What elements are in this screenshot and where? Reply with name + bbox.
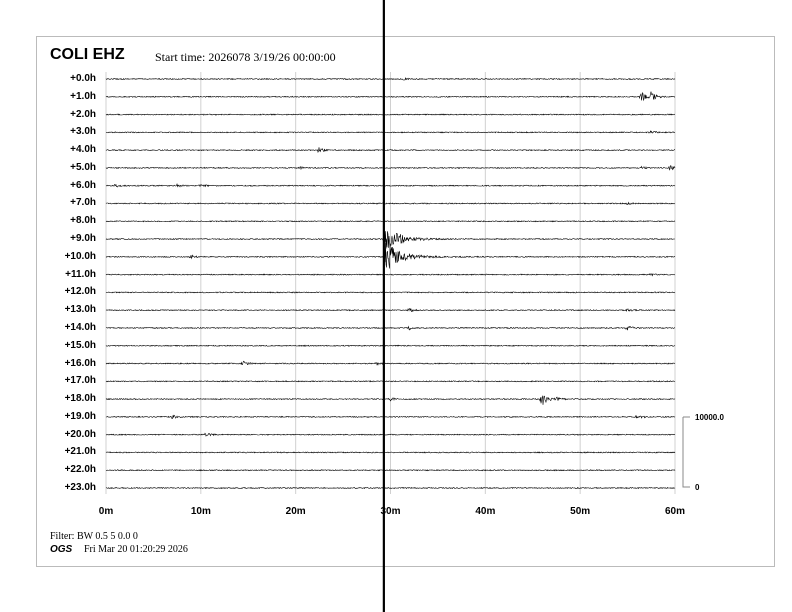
trace-row [105, 113, 676, 116]
trace-row [105, 414, 676, 419]
row-label: +6.0h [70, 179, 96, 191]
row-label: +12.0h [64, 286, 96, 298]
trace-row [105, 183, 676, 188]
row-label: +9.0h [70, 233, 96, 245]
row-label: +16.0h [64, 357, 96, 369]
station-title: COLI EHZ [50, 46, 125, 63]
row-label: +11.0h [65, 268, 96, 280]
trace-row [105, 231, 675, 249]
trace-row [105, 451, 676, 454]
row-label: +8.0h [70, 215, 96, 227]
filter-text: Filter: BW 0.5 5 0.0 0 [50, 531, 138, 542]
scale-bar [682, 416, 690, 488]
row-label: +15.0h [64, 339, 96, 351]
row-label: +0.0h [70, 73, 96, 84]
start-time: Start time: 2026078 3/19/26 00:00:00 [155, 50, 336, 64]
row-label: +1.0h [70, 90, 96, 102]
row-label: +18.0h [64, 393, 96, 405]
row-label: +3.0h [70, 126, 96, 138]
plot-frame [36, 36, 775, 567]
org-label: OGS [50, 544, 73, 555]
trace-row [105, 360, 676, 366]
trace-row [105, 165, 676, 171]
row-label: +10.0h [64, 250, 96, 262]
row-label: +20.0h [64, 428, 96, 440]
x-tick-label: 0m [98, 506, 114, 517]
trace-row [105, 380, 676, 383]
x-tick-label: 10m [190, 506, 211, 517]
row-label: +7.0h [70, 197, 96, 209]
trace-row [105, 220, 676, 223]
scale-label: 10000.0 [695, 413, 724, 422]
trace-row [105, 76, 676, 81]
row-label: +13.0h [64, 304, 96, 316]
trace-row [105, 242, 676, 269]
x-tick-label: 50m [570, 506, 591, 517]
trace-row [105, 291, 676, 294]
x-tick-label: 60m [664, 506, 686, 517]
row-label: +17.0h [64, 375, 96, 387]
trace-row [106, 130, 675, 134]
scale-label: 0 [695, 483, 700, 492]
row-label: +22.0h [64, 464, 96, 476]
x-tick-label: 30m [380, 506, 401, 517]
trace-row [105, 273, 676, 277]
row-label: +21.0h [64, 446, 96, 458]
generated-time: Fri Mar 20 01:20:29 2026 [84, 544, 188, 555]
trace-row [105, 432, 676, 437]
row-label: +4.0h [70, 144, 96, 156]
row-label: +5.0h [70, 161, 96, 173]
row-label: +2.0h [70, 108, 96, 120]
trace-row [105, 395, 676, 405]
trace-row [105, 147, 676, 153]
trace-row [105, 486, 676, 490]
trace-row [105, 91, 676, 102]
x-tick-label: 20m [285, 506, 306, 517]
trace-row [105, 344, 676, 347]
trace-row [105, 469, 676, 472]
row-label: +19.0h [64, 410, 96, 422]
trace-row [105, 308, 676, 313]
x-tick-label: 40m [475, 506, 496, 517]
row-label: +14.0h [64, 321, 96, 333]
trace-row [106, 325, 676, 331]
trace-row [105, 201, 676, 205]
row-label: +23.0h [64, 482, 96, 493]
